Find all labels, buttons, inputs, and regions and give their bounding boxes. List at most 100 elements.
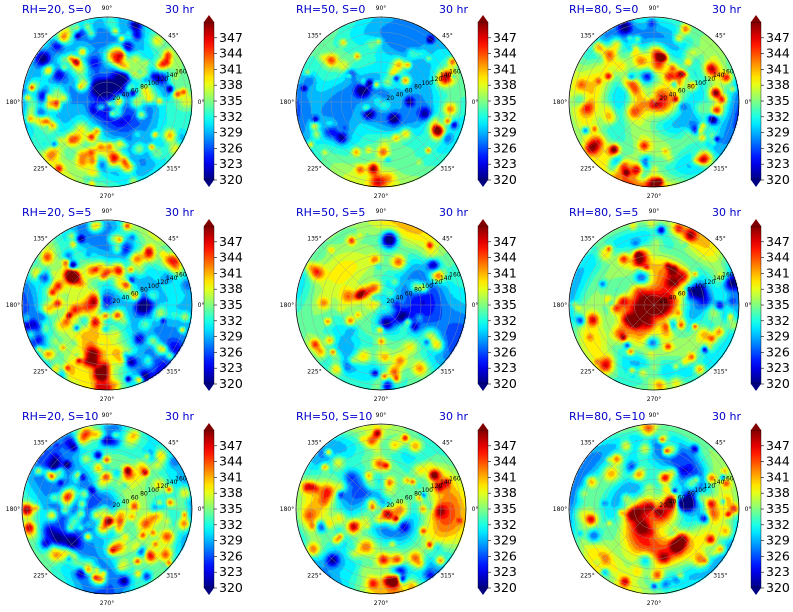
angular-gridline bbox=[380, 244, 442, 306]
colorbar-tick-label: 338 bbox=[219, 485, 243, 500]
radial-tick-label: 120 bbox=[704, 483, 716, 490]
radial-tick-label: 140 bbox=[166, 275, 178, 282]
angle-tick-label: 90° bbox=[649, 5, 660, 12]
angle-tick-label: 270° bbox=[374, 396, 388, 403]
angle-tick-label: 135° bbox=[580, 33, 594, 40]
polar-frame bbox=[295, 423, 467, 595]
colorbar-tick-label: 326 bbox=[766, 344, 790, 359]
colorbar-tick-label: 338 bbox=[766, 281, 790, 296]
radial-tick-label: 120 bbox=[157, 279, 169, 286]
radial-tick-label: 40 bbox=[669, 498, 677, 505]
colorbar-tick-label: 329 bbox=[493, 125, 517, 140]
angular-gridline bbox=[106, 304, 168, 366]
colorbar-body bbox=[477, 225, 489, 385]
panel-time-label: 30 hr bbox=[439, 206, 468, 219]
colorbar-extend-min bbox=[478, 384, 488, 391]
radial-tick-label: 20 bbox=[659, 298, 667, 305]
radial-tick-label: 120 bbox=[704, 76, 716, 83]
colorbar-tick-label: 323 bbox=[493, 156, 517, 171]
polar-frame bbox=[21, 219, 193, 391]
colorbar-tick-label: 344 bbox=[493, 46, 517, 61]
colorbar-tick-label: 323 bbox=[219, 360, 243, 375]
colorbar-extend-max bbox=[204, 423, 214, 430]
angle-tick-label: 0° bbox=[745, 99, 752, 106]
polar-panel-7: RH=20, S=10 30 hr 0° 45° 90° 135° 180° 225° 270°… bbox=[6, 410, 243, 607]
colorbar-tick-label: 335 bbox=[493, 297, 517, 312]
colorbar-tick-label: 323 bbox=[766, 360, 790, 375]
radial-tick-label: 80 bbox=[140, 491, 148, 498]
colorbar-tick-label: 341 bbox=[219, 265, 243, 280]
angle-tick-label: 225° bbox=[33, 572, 47, 579]
polar-frame bbox=[21, 423, 193, 595]
angle-tick-label: 45° bbox=[168, 440, 179, 447]
radial-tick-label: 60 bbox=[405, 495, 413, 502]
angle-tick-label: 0° bbox=[198, 302, 205, 309]
colorbar-tick-label: 329 bbox=[493, 533, 517, 548]
angle-tick-label: 135° bbox=[33, 236, 47, 243]
radial-tick-label: 40 bbox=[669, 91, 677, 98]
colorbar-tick-label: 332 bbox=[219, 313, 243, 328]
colorbar-body bbox=[477, 429, 489, 589]
angular-gridline bbox=[380, 448, 442, 510]
angular-gridline bbox=[46, 41, 108, 103]
colorbar-tick-label: 326 bbox=[493, 344, 517, 359]
angle-tick-label: 135° bbox=[307, 33, 321, 40]
colorbar-tick-label: 338 bbox=[766, 485, 790, 500]
colorbar-tick-label: 323 bbox=[493, 360, 517, 375]
colorbar-body bbox=[750, 429, 762, 589]
colorbar-tick-label: 326 bbox=[219, 344, 243, 359]
angular-gridline bbox=[320, 304, 382, 366]
colorbar-tick-label: 341 bbox=[493, 265, 517, 280]
angle-tick-label: 225° bbox=[580, 368, 594, 375]
colorbar-tick-label: 329 bbox=[766, 533, 790, 548]
angle-tick-label: 90° bbox=[102, 412, 113, 419]
angle-tick-label: 270° bbox=[647, 193, 661, 200]
angular-gridline bbox=[320, 448, 382, 510]
colorbar-extend-max bbox=[204, 219, 214, 226]
colorbar-tick-label: 320 bbox=[766, 376, 790, 391]
angle-tick-label: 270° bbox=[100, 600, 114, 607]
colorbar-tick-label: 338 bbox=[766, 77, 790, 92]
angular-gridline bbox=[380, 304, 442, 366]
colorbar-body bbox=[203, 225, 215, 385]
radial-tick-label: 160 bbox=[449, 475, 461, 482]
radial-tick-label: 60 bbox=[405, 88, 413, 95]
radial-tick-label: 160 bbox=[722, 475, 734, 482]
angular-gridline bbox=[46, 304, 108, 366]
radial-tick-label: 20 bbox=[112, 298, 120, 305]
radial-tick-label: 100 bbox=[147, 283, 159, 290]
colorbar-tick-label: 320 bbox=[766, 172, 790, 187]
angle-tick-label: 270° bbox=[374, 600, 388, 607]
radial-tick-label: 120 bbox=[704, 279, 716, 286]
colorbar-extend-max bbox=[751, 219, 761, 226]
angle-tick-label: 45° bbox=[168, 33, 179, 40]
radial-tick-label: 100 bbox=[421, 283, 433, 290]
angle-tick-label: 225° bbox=[307, 368, 321, 375]
colorbar-tick-label: 335 bbox=[493, 501, 517, 516]
polar-frame bbox=[21, 16, 193, 188]
colorbar-extend-min bbox=[751, 588, 761, 595]
angle-tick-label: 180° bbox=[280, 302, 294, 309]
angular-gridline bbox=[106, 41, 168, 103]
colorbar-tick-label: 347 bbox=[219, 30, 243, 45]
angle-tick-label: 90° bbox=[649, 412, 660, 419]
polar-panel-4: RH=20, S=5 30 hr 0° 45° 90° 135° 180° 225° 270° 3… bbox=[6, 206, 243, 403]
angle-tick-label: 90° bbox=[649, 208, 660, 215]
angle-tick-label: 180° bbox=[280, 506, 294, 513]
angle-tick-label: 315° bbox=[713, 165, 727, 172]
colorbar-tick-label: 326 bbox=[766, 548, 790, 563]
angular-gridline bbox=[653, 244, 715, 306]
panel-title: RH=20, S=5 bbox=[22, 206, 91, 219]
radial-tick-label: 160 bbox=[722, 68, 734, 75]
angular-gridline bbox=[106, 244, 168, 306]
colorbar-body bbox=[477, 21, 489, 181]
angle-tick-label: 135° bbox=[580, 440, 594, 447]
colorbar-body bbox=[203, 21, 215, 181]
colorbar-extend-min bbox=[751, 180, 761, 187]
angle-tick-label: 90° bbox=[102, 5, 113, 12]
colorbar-extend-max bbox=[751, 15, 761, 22]
radial-tick-label: 40 bbox=[122, 91, 130, 98]
angle-tick-label: 135° bbox=[33, 33, 47, 40]
